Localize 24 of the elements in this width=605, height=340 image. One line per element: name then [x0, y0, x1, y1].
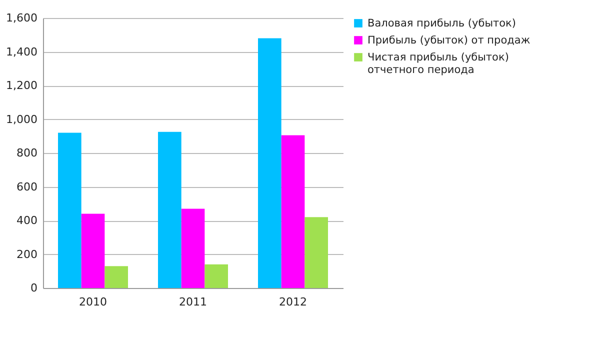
y-tick-label: 1,200: [6, 79, 38, 92]
legend-label: Прибыль (убыток) от продаж: [368, 34, 531, 46]
bar: [181, 208, 205, 288]
legend-label: Чистая прибыль (убыток) отчетного периода: [368, 51, 509, 76]
y-tick-label: 400: [16, 214, 38, 227]
bar: [204, 264, 228, 288]
x-tick-label: 2010: [79, 296, 107, 308]
bar: [58, 132, 82, 288]
legend-label: Валовая прибыль (убыток): [368, 17, 516, 30]
y-tick-label: 0: [30, 282, 38, 294]
x-tick-label: 2011: [179, 296, 207, 308]
y-tick-label: 800: [16, 146, 38, 160]
y-tick-label: 1,400: [6, 45, 38, 58]
bar: [258, 38, 282, 288]
bar: [158, 132, 182, 288]
bar: [104, 266, 128, 288]
y-tick-label: 200: [16, 248, 38, 261]
y-tick-label: 1,000: [6, 112, 38, 126]
x-tick-label: 2012: [279, 296, 307, 308]
y-tick-label: 600: [16, 180, 38, 194]
y-tick-label: 1,600: [6, 12, 38, 24]
bar: [81, 214, 105, 288]
bar: [281, 135, 305, 288]
bar: [304, 217, 328, 288]
